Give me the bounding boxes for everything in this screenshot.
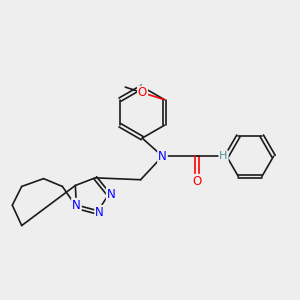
Text: N: N	[107, 188, 116, 201]
Text: O: O	[138, 86, 147, 99]
Text: N: N	[95, 206, 104, 219]
Text: O: O	[192, 175, 202, 188]
Text: N: N	[158, 150, 167, 163]
Text: N: N	[72, 199, 81, 212]
Text: H: H	[219, 151, 228, 161]
